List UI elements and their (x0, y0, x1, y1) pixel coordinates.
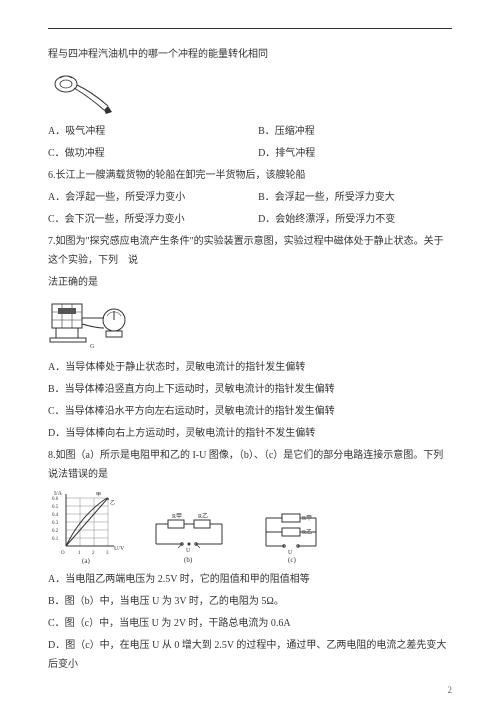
q5-opt-b: B．压缩冲程 (258, 122, 452, 141)
q5-opt-a: A．吸气冲程 (48, 122, 258, 141)
figure-gasoline-part (48, 70, 122, 116)
figure-induction-setup: G (48, 298, 140, 352)
svg-text:1: 1 (78, 551, 81, 556)
svg-text:(a): (a) (82, 557, 90, 564)
q8-opt-d: D．图（c）中，在电压 U 从 0 增大到 2.5V 的过程中，通过甲、乙两电阻… (48, 636, 452, 674)
svg-text:O: O (61, 551, 65, 556)
q6-stem: 6.长江上一艘满载货物的轮船在卸完一半货物后，该艘轮船 (48, 166, 452, 185)
svg-text:0.5: 0.5 (52, 505, 59, 510)
q5-row1: A．吸气冲程 B．压缩冲程 (48, 122, 452, 141)
q6-opt-b: B．会浮起一些，所受浮力变大 (258, 188, 452, 207)
q7-stem-1: 7.如图为"探究感应电流产生条件"的实验装置示意图，实验过程中磁体处于静止状态。… (48, 232, 452, 270)
q7-opt-d: D．当导体棒向右上方运动时，灵敏电流计的指针不发生偏转 (48, 424, 452, 443)
svg-text:乙: 乙 (110, 499, 115, 506)
q7-stem-2: 法正确的是 (48, 273, 452, 292)
svg-text:U/V: U/V (114, 546, 125, 552)
q7-opt-b: B．当导体棒沿竖直方向上下运动时，灵敏电流计的指针发生偏转 (48, 380, 452, 399)
q5-intro: 程与四冲程汽油机中的哪一个冲程的能量转化相同 (48, 45, 452, 64)
q6-row2: C．会下沉一些，所受浮力变小 D．会始终漂浮，所受浮力不变 (48, 210, 452, 229)
svg-text:U: U (186, 548, 191, 554)
q8-figures: I/A 甲 乙 0.6 0.5 0.4 0.3 (48, 488, 452, 564)
svg-text:R乙: R乙 (198, 513, 208, 520)
q7-opt-c: C．当导体棒沿水平方向左右运动时，灵敏电流计的指针发生偏转 (48, 402, 452, 421)
circuit-b: R甲 R乙 U (b) (148, 512, 234, 564)
svg-text:(b): (b) (184, 556, 193, 564)
q6-opt-d: D．会始终漂浮，所受浮力不变 (258, 210, 452, 229)
svg-text:0.3: 0.3 (52, 521, 59, 526)
q8-opt-a: A．当电阻乙两端电压为 2.5V 时，它的阻值和甲的阻值相等 (48, 570, 452, 589)
svg-text:0.6: 0.6 (52, 497, 59, 502)
chart-a: I/A 甲 乙 0.6 0.5 0.4 0.3 (48, 488, 130, 564)
circuit-c: R甲 R乙 U (c) (252, 512, 338, 564)
svg-text:0.1: 0.1 (52, 537, 59, 542)
svg-text:G: G (90, 344, 95, 350)
q8-opt-c: C．图（c）中，当电压 U 为 2V 时，干路总电流为 0.6A (48, 614, 452, 633)
svg-text:2: 2 (92, 551, 95, 556)
q5-opt-c: C．做功冲程 (48, 144, 258, 163)
q5-opt-d: D．排气冲程 (258, 144, 452, 163)
svg-text:R甲: R甲 (172, 513, 182, 520)
page-number: 2 (448, 685, 453, 695)
svg-text:甲: 甲 (96, 492, 101, 498)
q8-stem: 8.如图（a）所示是电阻甲和乙的 I-U 图像，（b）、（c）是它们的部分电路连… (48, 446, 452, 484)
svg-text:(c): (c) (288, 556, 296, 564)
top-rule (48, 28, 452, 29)
svg-text:3: 3 (106, 551, 109, 556)
q6-opt-c: C．会下沉一些，所受浮力变小 (48, 210, 258, 229)
svg-text:0.4: 0.4 (52, 513, 59, 518)
q8-opt-b: B．图（b）中，当电压 U 为 3V 时，乙的电阻为 5Ω。 (48, 592, 452, 611)
q7-opt-a: A．当导体棒处于静止状态时，灵敏电流计的指针发生偏转 (48, 358, 452, 377)
q6-opt-a: A．会浮起一些，所受浮力变小 (48, 188, 258, 207)
q6-row1: A．会浮起一些，所受浮力变小 B．会浮起一些，所受浮力变大 (48, 188, 452, 207)
q5-row2: C．做功冲程 D．排气冲程 (48, 144, 452, 163)
svg-text:0.2: 0.2 (52, 529, 59, 534)
